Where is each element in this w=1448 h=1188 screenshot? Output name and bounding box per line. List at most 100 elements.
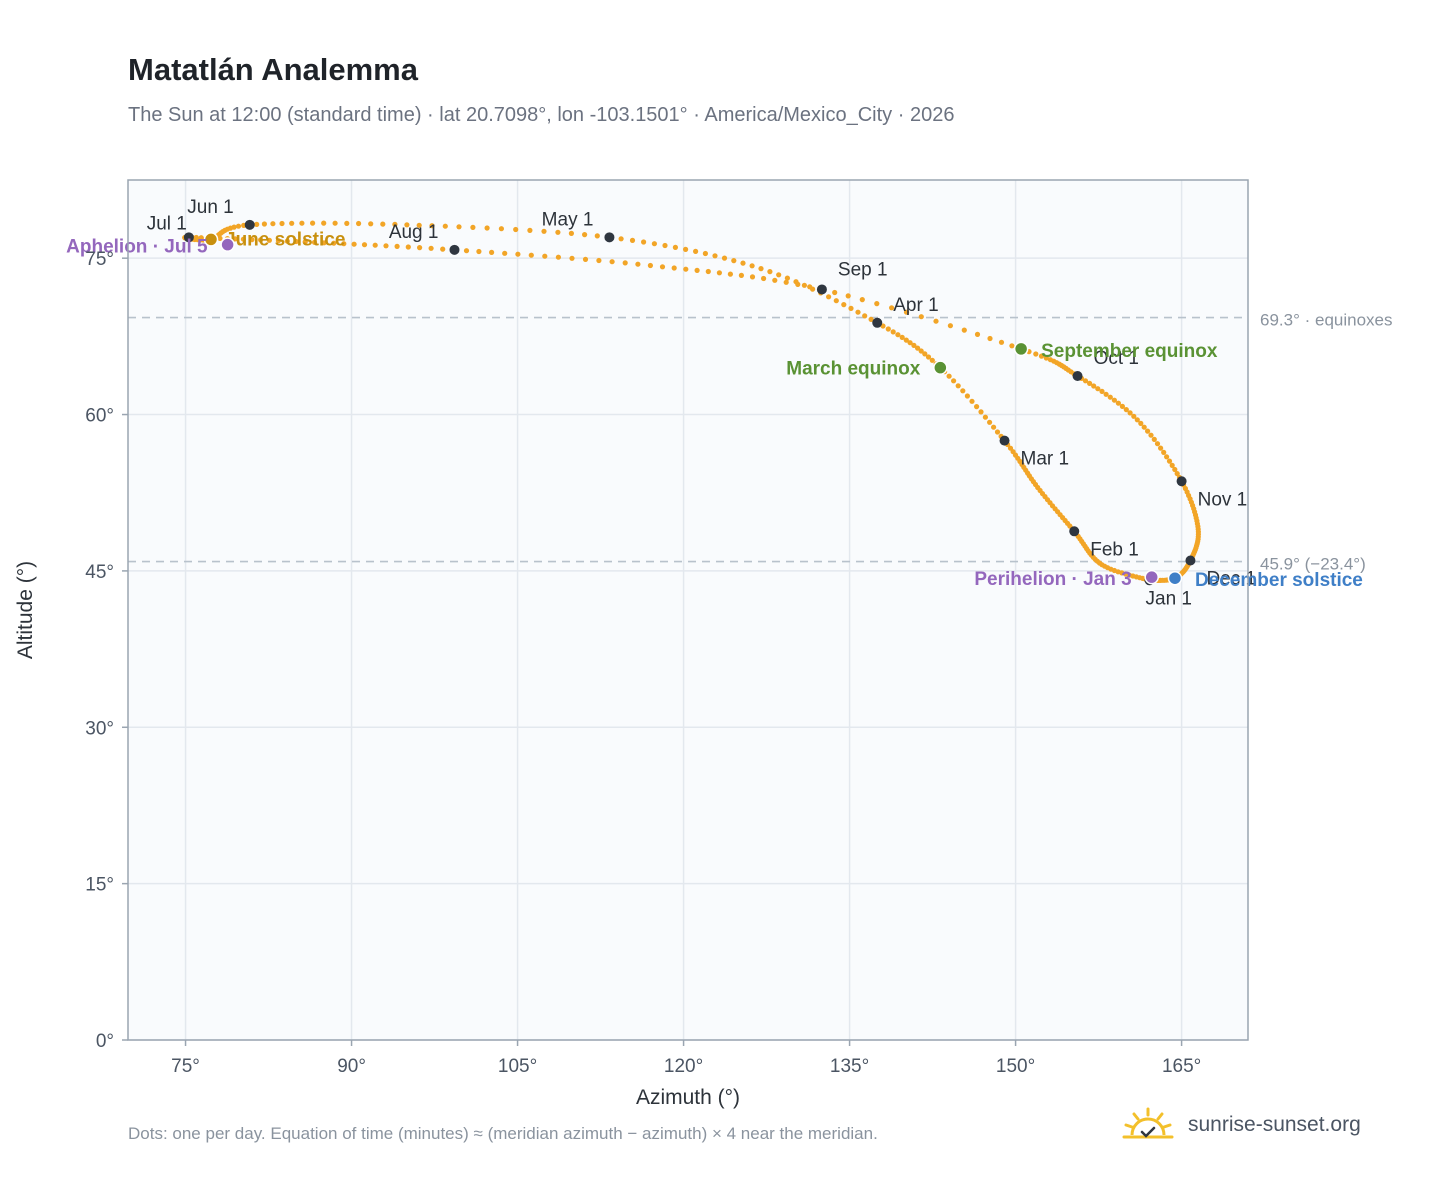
daily-dot: [662, 242, 668, 249]
daily-dot: [911, 342, 917, 348]
daily-dot: [716, 270, 723, 276]
event-marker-dot: [1013, 341, 1029, 357]
month-marker-dot: [1185, 555, 1196, 566]
daily-dot: [845, 293, 851, 299]
daily-dot: [470, 224, 476, 230]
plot-border: [127, 179, 1249, 1041]
daily-dot: [1095, 386, 1101, 392]
month-marker-label: Dec 1: [1206, 568, 1256, 589]
daily-dot: [542, 253, 548, 259]
daily-dot: [289, 220, 295, 226]
daily-dot: [341, 241, 347, 247]
daily-dot: [795, 281, 801, 287]
daily-dot: [833, 298, 839, 304]
daily-dot: [513, 226, 519, 233]
month-marker-label: Aug 1: [389, 222, 439, 243]
daily-dot: [1138, 420, 1144, 426]
daily-dot: [1172, 466, 1178, 473]
daily-dot: [302, 239, 308, 245]
daily-dot: [801, 282, 808, 288]
y-axis-label: Altitude (°): [14, 561, 37, 659]
daily-dot: [964, 393, 971, 399]
daily-dot: [955, 383, 961, 389]
daily-dot: [442, 223, 448, 229]
daily-dot: [672, 244, 679, 250]
daily-dot: [515, 251, 521, 257]
x-tick-label: 75°: [171, 1056, 200, 1077]
daily-dot: [541, 228, 547, 234]
daily-dot: [249, 237, 255, 243]
daily-dot: [987, 335, 993, 342]
daily-dot: [991, 424, 997, 430]
event-marker-label: December solstice: [1195, 570, 1363, 591]
daily-dot: [974, 331, 981, 337]
daily-dot: [356, 220, 362, 227]
daily-dot: [641, 239, 647, 245]
daily-dot: [874, 301, 880, 307]
daily-dot: [618, 236, 624, 242]
brand-name: sunrise-sunset.org: [1188, 1113, 1361, 1136]
month-marker-label: Jun 1: [187, 197, 233, 218]
daily-dot: [1127, 410, 1133, 416]
daily-dot: [832, 289, 838, 296]
daily-dot: [240, 236, 246, 242]
daily-dot: [1082, 378, 1089, 384]
daily-dot: [761, 275, 767, 282]
event-marker-dot: [1144, 569, 1159, 585]
daily-dot: [841, 302, 847, 308]
daily-dot: [1148, 432, 1154, 438]
daily-dot: [683, 266, 689, 272]
event-marker-dot: [203, 232, 219, 247]
event-markers: March equinox September equinox June solst…: [66, 229, 1363, 591]
daily-dot: [890, 329, 896, 335]
month-marker-label: Feb 1: [1090, 539, 1139, 560]
brand-logo[interactable]: sunrise-sunset.org: [1120, 1100, 1361, 1150]
event-marker-label: Aphelion · Jul 5: [66, 237, 208, 258]
daily-dot: [978, 409, 984, 415]
daily-dot: [1107, 394, 1113, 400]
month-marker-dot: [183, 232, 194, 243]
daily-dot: [862, 313, 868, 319]
daily-dot: [994, 429, 1001, 435]
daily-dot: [749, 263, 755, 269]
daily-dot: [903, 337, 909, 343]
daily-dot: [933, 318, 939, 324]
daily-dot: [740, 260, 746, 266]
daily-dot: [1033, 351, 1039, 357]
daily-dot: [947, 323, 954, 329]
daily-dot: [868, 316, 874, 322]
event-marker-dot: [1167, 570, 1183, 586]
daily-dot: [651, 241, 658, 247]
daily-dot: [582, 232, 588, 238]
daily-dot: [635, 261, 641, 267]
daily-dot: [368, 221, 374, 227]
axis-ticks: 75° 90° 105° 120° 135° 150° 165° 0° 15° 30° 45° 60°…: [85, 249, 1201, 1077]
daily-dot: [456, 224, 462, 230]
daily-dot: [311, 239, 318, 245]
daily-dot: [767, 269, 773, 275]
daily-dot: [380, 221, 386, 227]
month-marker-label: Apr 1: [893, 295, 938, 316]
daily-dot: [261, 221, 267, 227]
daily-dot: [476, 248, 482, 255]
daily-dot: [1174, 471, 1180, 477]
daily-dot: [1158, 445, 1164, 451]
daily-dot: [489, 249, 495, 255]
daily-dot: [918, 314, 924, 320]
daily-dot: [1043, 355, 1049, 361]
daily-dot: [394, 243, 400, 249]
daily-dot: [1141, 424, 1147, 430]
daily-dot: [731, 258, 737, 264]
daily-dot: [987, 419, 993, 425]
daily-dot: [498, 226, 504, 232]
month-marker-dot: [816, 284, 827, 295]
chart-title: Matatlán Analemma: [128, 52, 418, 87]
daily-dot: [254, 221, 260, 227]
event-marker-label: June solstice: [225, 229, 345, 250]
daily-dot: [270, 221, 276, 227]
daily-dot: [683, 246, 689, 252]
daily-dot: [528, 252, 534, 258]
y-tick-label: 60°: [85, 406, 114, 427]
daily-dot: [284, 238, 290, 244]
